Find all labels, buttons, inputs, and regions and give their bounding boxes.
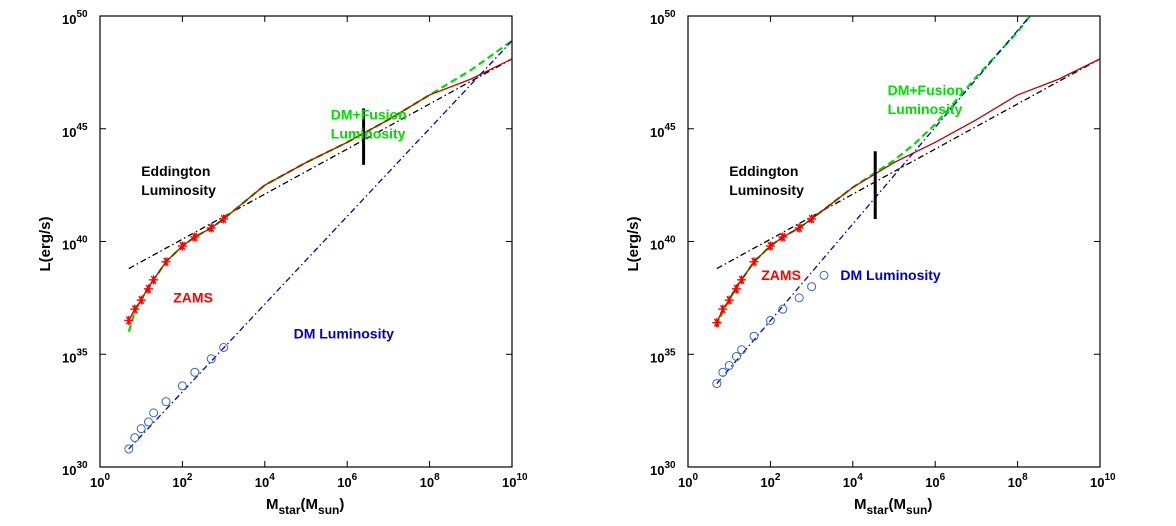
- zams-marker: [124, 315, 134, 325]
- zams-marker: [737, 275, 747, 285]
- zams-marker: [190, 232, 200, 242]
- x-tick-label: 100: [90, 472, 110, 490]
- dm-marker: [130, 433, 140, 443]
- y-tick-label: 1030: [650, 460, 676, 478]
- ann-dm: DM Luminosity: [840, 267, 941, 283]
- dm-marker: [765, 315, 775, 325]
- ann-eddington: Eddington Luminosity: [141, 163, 216, 198]
- dm-marker: [794, 293, 804, 303]
- chart-right: 100 102 104 106 108 1010 1030 1035 1040 1045 1050 M…: [625, 9, 1116, 517]
- zams-marker: [206, 223, 216, 233]
- x-tick-label: 108: [1008, 472, 1028, 490]
- dm-marker: [737, 345, 747, 355]
- chart-left: 100 102 104 106 108 1010 1030 1035 1040 1045 1050 M…: [37, 9, 528, 517]
- zams-marker: [794, 223, 804, 233]
- dm-marker: [712, 379, 722, 389]
- zams-marker: [143, 284, 153, 294]
- x-tick-label: 104: [843, 472, 863, 490]
- ann-zams: ZAMS: [761, 267, 801, 283]
- x-axis-label: Mstar(Msun): [266, 496, 344, 517]
- ann-dm-fusion: DM+Fusion Luminosity: [888, 82, 964, 117]
- series-line-dm: [128, 40, 512, 450]
- y-tick-label: 1030: [62, 460, 88, 478]
- dm-marker: [149, 408, 159, 418]
- dm-marker: [219, 342, 229, 352]
- y-axis-label: L(erg/s): [37, 216, 54, 271]
- zams-marker: [724, 295, 734, 305]
- zams-marker: [807, 214, 817, 224]
- y-tick-label: 1045: [650, 122, 676, 140]
- zams-marker: [731, 284, 741, 294]
- zams-marker: [161, 257, 171, 267]
- dm-marker: [819, 270, 829, 280]
- ann-dm: DM Luminosity: [294, 325, 395, 341]
- dm-marker: [190, 367, 200, 377]
- series-group: [712, 16, 1100, 389]
- zams-marker: [765, 241, 775, 251]
- zams-marker: [749, 257, 759, 267]
- plot-frame: [99, 15, 513, 468]
- dm-marker: [778, 304, 788, 314]
- x-tick-label: 102: [760, 472, 780, 490]
- x-tick-label: 106: [337, 472, 357, 490]
- dm-marker: [731, 352, 741, 362]
- ann-eddington: Eddington Luminosity: [729, 163, 804, 198]
- dm-marker: [749, 331, 759, 341]
- y-tick-label: 1050: [62, 9, 88, 27]
- dm-marker: [724, 361, 734, 371]
- y-tick-label: 1040: [650, 235, 676, 253]
- zams-marker: [130, 304, 140, 314]
- y-tick-label: 1035: [650, 347, 676, 365]
- dm-marker: [143, 417, 153, 427]
- y-tick-label: 1050: [650, 9, 676, 27]
- x-tick-label: 104: [255, 472, 275, 490]
- dm-marker: [177, 381, 187, 391]
- x-tick-label: 1010: [1090, 472, 1116, 490]
- zams-marker: [219, 214, 229, 224]
- zams-marker: [136, 295, 146, 305]
- dm-marker: [206, 354, 216, 364]
- y-tick-label: 1040: [62, 235, 88, 253]
- y-tick-label: 1045: [62, 122, 88, 140]
- zams-marker: [177, 241, 187, 251]
- dm-marker: [136, 424, 146, 434]
- ann-dm-fusion: DM+Fusion Luminosity: [331, 107, 407, 142]
- ann-zams: ZAMS: [173, 289, 213, 305]
- x-tick-label: 102: [172, 472, 192, 490]
- zams-marker: [778, 232, 788, 242]
- series-group: [124, 39, 512, 454]
- y-tick-label: 1035: [62, 347, 88, 365]
- series-line-dm: [716, 16, 1031, 384]
- x-tick-label: 100: [678, 472, 698, 490]
- x-axis-label: Mstar(Msun): [854, 496, 932, 517]
- zams-marker: [712, 318, 722, 328]
- x-tick-label: 1010: [502, 472, 528, 490]
- zams-marker: [149, 275, 159, 285]
- zams-marker: [718, 304, 728, 314]
- dm-marker: [807, 282, 817, 292]
- x-tick-label: 106: [925, 472, 945, 490]
- dm-marker: [718, 367, 728, 377]
- x-tick-label: 108: [420, 472, 440, 490]
- dm-marker: [161, 397, 171, 407]
- y-axis-label: L(erg/s): [625, 216, 642, 271]
- dm-marker: [124, 444, 134, 454]
